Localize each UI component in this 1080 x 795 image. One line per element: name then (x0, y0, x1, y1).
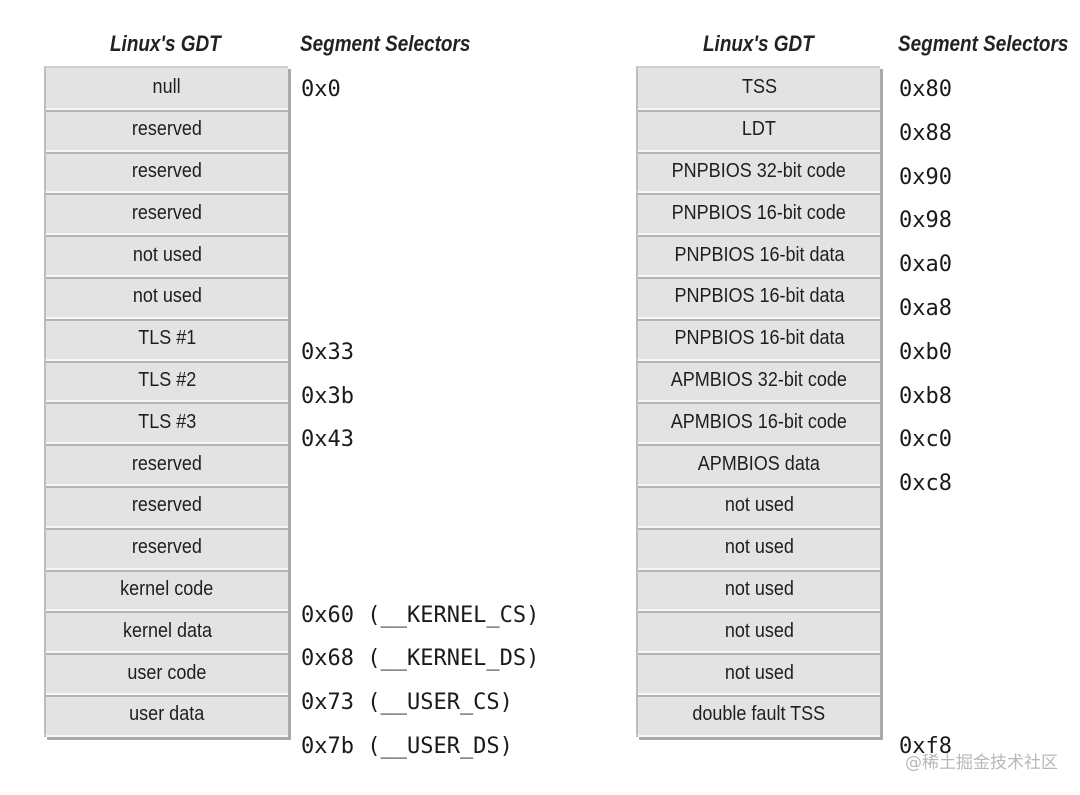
gdt-entry-label: null (152, 76, 182, 99)
gdt-entry: not used (638, 528, 880, 572)
segment-selector-value: 0xf8 (899, 734, 952, 759)
right-selectors-header: Segment Selectors (898, 31, 1069, 56)
gdt-entry: PNPBIOS 16-bit data (638, 235, 880, 279)
left-selectors-header: Segment Selectors (300, 31, 471, 56)
gdt-entry: not used (638, 611, 880, 655)
gdt-entry: PNPBIOS 16-bit data (638, 319, 880, 363)
segment-selector-value: 0x0 (301, 77, 341, 102)
gdt-entry: double fault TSS (638, 695, 880, 737)
gdt-entry: TLS #3 (46, 402, 288, 446)
gdt-entry: APMBIOS data (638, 444, 880, 488)
segment-selector-value: 0x90 (899, 164, 952, 190)
gdt-entry-label: not used (132, 243, 202, 266)
gdt-entry-label: reserved (131, 118, 203, 141)
segment-selector-value: 0xb0 (899, 339, 952, 365)
gdt-entry: kernel code (46, 570, 288, 614)
gdt-entry-label: not used (724, 577, 794, 600)
gdt-entry: reserved (46, 528, 288, 572)
gdt-entry: not used (638, 653, 880, 697)
gdt-entry-label: PNPBIOS 32-bit code (671, 159, 847, 182)
gdt-entry: APMBIOS 16-bit code (638, 402, 880, 446)
gdt-entry-label: PNPBIOS 16-bit data (673, 285, 845, 308)
gdt-entry-label: kernel code (120, 577, 214, 600)
gdt-entry: reserved (46, 193, 288, 237)
gdt-entry-label: APMBIOS 32-bit code (670, 368, 848, 391)
segment-selector-value: 0xa0 (899, 252, 952, 278)
gdt-entry: reserved (46, 444, 288, 488)
segment-selector-value: 0x3b (301, 383, 354, 409)
gdt-entry-label: PNPBIOS 16-bit code (671, 201, 847, 224)
gdt-entry-label: double fault TSS (692, 703, 826, 726)
gdt-entry-label: not used (724, 619, 794, 642)
gdt-entry: reserved (46, 110, 288, 154)
gdt-entry: kernel data (46, 611, 288, 655)
gdt-entry-label: user data (129, 703, 205, 726)
left-gdt-table: null reserved reserved reserved not used not … (44, 66, 288, 737)
segment-selector-value: 0x88 (899, 120, 952, 146)
gdt-entry: LDT (638, 110, 880, 154)
gdt-entry: PNPBIOS 16-bit data (638, 277, 880, 321)
segment-selector-value: 0xc8 (899, 471, 952, 497)
gdt-entry-label: reserved (131, 494, 203, 517)
gdt-entry: not used (46, 277, 288, 321)
segment-selector-value: 0x33 (301, 339, 354, 365)
gdt-entry-label: reserved (131, 452, 203, 475)
gdt-entry: not used (638, 570, 880, 614)
watermark-text: @稀土掘金技术社区 (905, 753, 1058, 773)
gdt-entry-label: reserved (131, 536, 203, 559)
gdt-entry-label: not used (724, 536, 794, 559)
gdt-entry-label: PNPBIOS 16-bit data (673, 243, 845, 266)
gdt-entry: TLS #2 (46, 361, 288, 405)
gdt-entry-label: reserved (131, 201, 203, 224)
right-gdt-table: TSS LDT PNPBIOS 32-bit code PNPBIOS 16-bit … (636, 66, 880, 737)
segment-selector-value: 0x60 (__KERNEL_CS) (301, 602, 540, 628)
gdt-entry: user code (46, 653, 288, 697)
gdt-entry: null (46, 68, 288, 112)
gdt-entry: user data (46, 695, 288, 737)
segment-selector-value: 0x68 (__KERNEL_DS) (301, 646, 540, 672)
gdt-entry-label: LDT (741, 118, 777, 141)
gdt-entry-label: user code (127, 661, 207, 684)
gdt-entry-label: APMBIOS data (697, 452, 821, 475)
gdt-entry-label: not used (724, 494, 794, 517)
gdt-entry: TLS #1 (46, 319, 288, 363)
gdt-entry-label: not used (132, 285, 202, 308)
gdt-entry-label: PNPBIOS 16-bit data (673, 327, 845, 350)
gdt-entry-label: APMBIOS 16-bit code (670, 410, 848, 433)
segment-selector-value: 0xa8 (899, 296, 952, 321)
gdt-entry: PNPBIOS 16-bit code (638, 193, 880, 237)
gdt-entry-label: not used (724, 661, 794, 684)
gdt-entry: reserved (46, 152, 288, 196)
gdt-entry: not used (638, 486, 880, 530)
segment-selector-value: 0x73 (__USER_CS) (301, 690, 513, 716)
segment-selector-value: 0x43 (301, 427, 354, 453)
gdt-entry: APMBIOS 32-bit code (638, 361, 880, 405)
segment-selector-value: 0x80 (899, 77, 952, 102)
gdt-entry-label: TLS #1 (137, 327, 197, 350)
segment-selector-value: 0x98 (899, 208, 952, 234)
gdt-entry-label: kernel data (122, 619, 212, 642)
gdt-entry: reserved (46, 486, 288, 530)
gdt-entry: PNPBIOS 32-bit code (638, 152, 880, 196)
gdt-entry: TSS (638, 68, 880, 112)
left-gdt-header: Linux's GDT (110, 31, 221, 56)
gdt-entry-label: TLS #2 (137, 368, 197, 391)
segment-selector-value: 0xb8 (899, 383, 952, 409)
right-gdt-header: Linux's GDT (703, 31, 814, 56)
gdt-entry-label: TLS #3 (137, 410, 197, 433)
gdt-entry: not used (46, 235, 288, 279)
gdt-entry-label: reserved (131, 159, 203, 182)
segment-selector-value: 0x7b (__USER_DS) (301, 734, 513, 759)
segment-selector-value: 0xc0 (899, 427, 952, 453)
gdt-entry-label: TSS (741, 76, 777, 99)
